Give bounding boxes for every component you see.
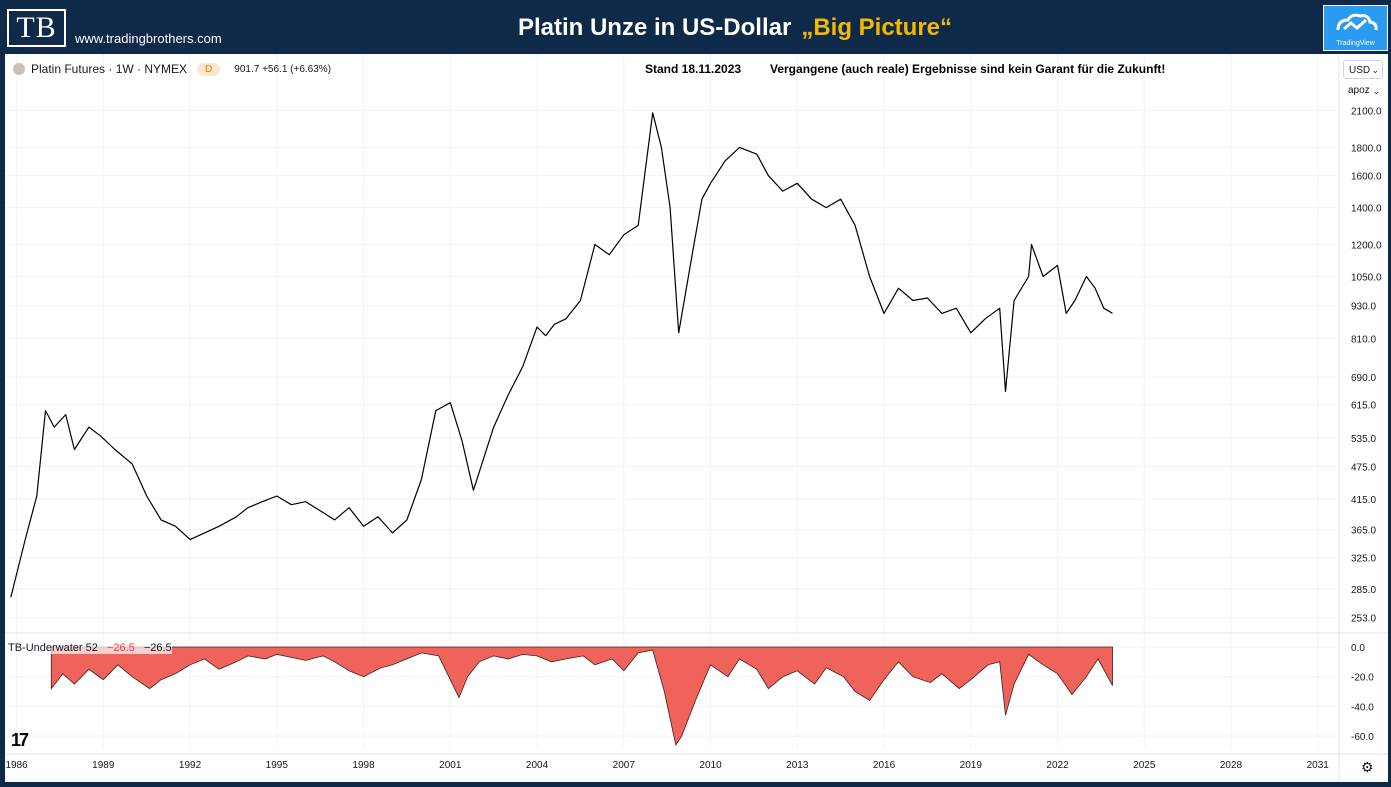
title-accent: „Big Picture“: [801, 14, 953, 41]
symbol-logo-icon: [13, 63, 25, 75]
y-tick-label: 365.0: [1351, 526, 1376, 537]
y-tick-label: 415.0: [1351, 495, 1376, 506]
currency-selector[interactable]: USD ⌄: [1343, 60, 1383, 79]
disclaimer-text: Vergangene (auch reale) Ergebnisse sind …: [770, 62, 1166, 76]
tradingview-cloud-icon: [1336, 13, 1378, 31]
price-line-series: [10, 112, 1113, 598]
y-tick-label: 253.0: [1351, 613, 1376, 624]
y-tick-label: 2100.0: [1351, 107, 1382, 118]
y-tick-label: 1050.0: [1351, 273, 1382, 284]
y-tick-label: 1400.0: [1351, 204, 1382, 215]
stand-date: Stand 18.11.2023: [645, 62, 742, 76]
x-tick-label: 1998: [352, 760, 375, 771]
delayed-badge[interactable]: D: [197, 62, 221, 76]
x-tick-label: 2010: [699, 760, 722, 771]
chart-panel[interactable]: 2100.0 1800.0 1600.0 1400.0 1200.0 1050.0 930.…: [5, 54, 1388, 782]
indicator-y-tick-label: 0.0: [1351, 643, 1365, 654]
tradingview-logo-icon[interactable]: 17: [11, 730, 29, 750]
x-tick-label: 2007: [613, 760, 636, 771]
x-tick-label: 2016: [873, 760, 896, 771]
x-tick-label: 1992: [179, 760, 202, 771]
header-bar: TB www.tradingbrothers.com Platin Unze i…: [0, 0, 1391, 54]
symbol-legend[interactable]: Platin Futures · 1W · NYMEX D 901.7 +56.…: [13, 62, 331, 76]
y-tick-label: 325.0: [1351, 553, 1376, 564]
x-tick-label: 1986: [5, 760, 28, 771]
chevron-down-icon: ⌄: [1371, 65, 1379, 75]
indicator-value-a: −26.5: [106, 642, 135, 654]
y-tick-label: 1800.0: [1351, 143, 1382, 154]
underwater-area-series: [50, 646, 1113, 747]
indicator-legend[interactable]: TB-Underwater 52 −26.5 −26.5: [8, 642, 172, 654]
y-tick-label: 535.0: [1351, 434, 1376, 445]
title-main: Platin Unze in US-Dollar: [517, 14, 792, 41]
symbol-name[interactable]: Platin Futures · 1W · NYMEX: [31, 62, 188, 76]
x-tick-label: 2031: [1307, 760, 1330, 771]
chart-canvas[interactable]: 2100.0 1800.0 1600.0 1400.0 1200.0 1050.0 930.…: [5, 54, 1388, 782]
x-tick-label: 2013: [786, 760, 809, 771]
y-tick-label: 1200.0: [1351, 241, 1382, 252]
settings-gear-icon[interactable]: ⚙: [1361, 759, 1374, 775]
y-tick-label: 1600.0: [1351, 172, 1382, 183]
y-tick-label: 810.0: [1351, 335, 1376, 346]
indicator-y-tick-label: -20.0: [1351, 673, 1374, 684]
scale-mode-selector[interactable]: apoz ⌄: [1343, 82, 1383, 100]
scale-mode-value: apoz: [1348, 85, 1370, 96]
tradingview-badge: TradingView: [1323, 5, 1388, 51]
x-tick-label: 2025: [1133, 760, 1156, 771]
tradingbrothers-logo: TB: [7, 9, 66, 47]
y-tick-label: 475.0: [1351, 463, 1376, 474]
x-tick-label: 2004: [526, 760, 549, 771]
indicator-y-tick-label: -60.0: [1351, 732, 1374, 743]
indicator-y-tick-label: -40.0: [1351, 702, 1374, 713]
y-tick-label: 615.0: [1351, 401, 1376, 412]
price-change-readout: 901.7 +56.1 (+6.63%): [234, 63, 332, 75]
currency-value: USD: [1349, 65, 1371, 76]
x-tick-label: 2028: [1220, 760, 1243, 771]
website-url: www.tradingbrothers.com: [75, 31, 222, 46]
x-tick-label: 2001: [439, 760, 462, 771]
x-tick-label: 2022: [1046, 760, 1069, 771]
x-tick-label: 2019: [960, 760, 983, 771]
tradingview-badge-label: TradingView: [1336, 40, 1375, 47]
page-title: Platin Unze in US-Dollar „Big Picture“: [0, 14, 1391, 42]
y-tick-label: 285.0: [1351, 585, 1376, 596]
indicator-value-b: −26.5: [143, 642, 172, 654]
x-tick-label: 1989: [92, 760, 115, 771]
y-tick-label: 930.0: [1351, 302, 1376, 313]
chevron-down-icon: ⌄: [1372, 86, 1380, 96]
x-tick-label: 1995: [266, 760, 289, 771]
indicator-name[interactable]: TB-Underwater 52: [8, 642, 98, 654]
y-tick-label: 690.0: [1351, 373, 1376, 384]
